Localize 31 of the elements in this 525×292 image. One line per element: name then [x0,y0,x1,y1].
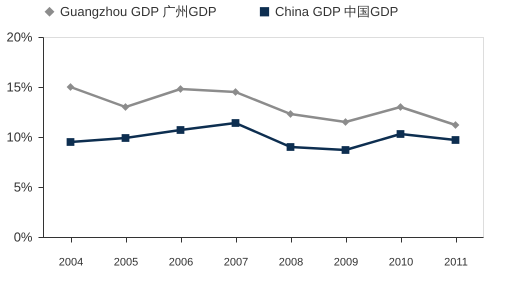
x-tick-label: 2010 [388,256,414,268]
point [66,83,74,91]
x-tick-label: 2004 [58,256,84,268]
legend-label: China GDP 中国GDP [275,4,398,19]
point [176,126,184,134]
y-tick-label: 10% [6,130,33,144]
point [452,121,460,129]
y-tick-label: 20% [6,30,33,44]
point [122,134,130,142]
point [232,119,240,127]
x-tick-label: 2011 [444,256,468,268]
x-tick-label: 2007 [224,256,248,268]
point [286,110,294,118]
point [342,118,350,126]
x-tick-label: 2005 [114,256,138,268]
x-tick-label: 2008 [278,256,304,268]
point [396,103,404,111]
y-tick-label: 5% [14,180,33,194]
x-tick-label: 2009 [334,256,358,268]
point [122,103,130,111]
legend-label: Guangzhou GDP 广州GDP [60,4,217,19]
point [452,136,460,144]
y-tick-label: 0% [14,230,33,244]
y-tick-label: 15% [6,80,33,94]
point [396,130,404,138]
point [286,143,294,151]
point [342,146,350,154]
point [176,85,184,93]
x-tick-label: 2006 [168,256,194,268]
point [66,138,74,146]
point [232,88,240,96]
